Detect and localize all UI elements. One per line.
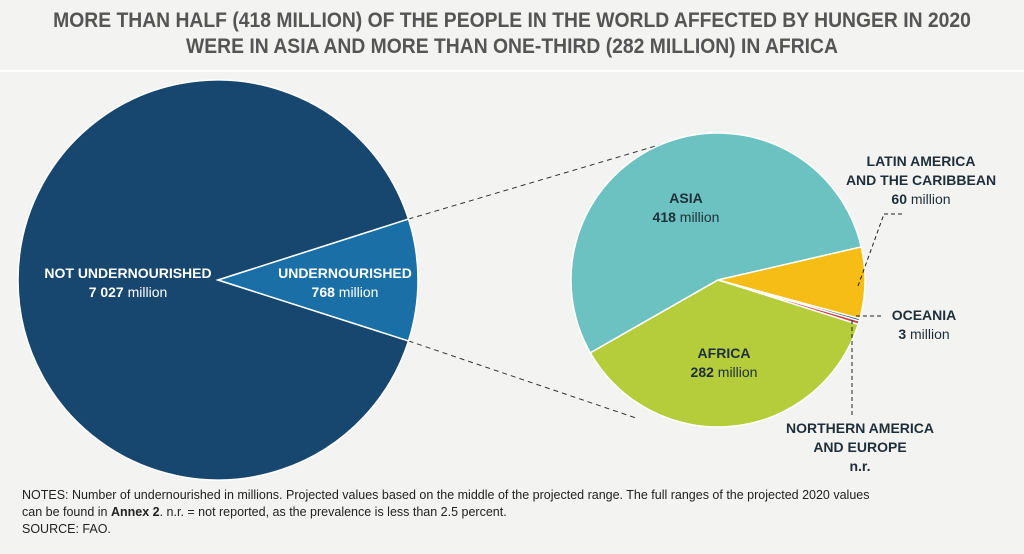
slice-labels: NOT UNDERNOURISHED 7 027 million UNDERNOUR… (44, 153, 996, 474)
title-divider (0, 70, 1024, 72)
chart-notes: NOTES: Number of undernourished in milli… (22, 487, 1012, 538)
pie-slice-asia (570, 132, 863, 354)
pie-slice-africa (589, 279, 860, 428)
label-asia: ASIA 418 million (653, 190, 720, 225)
notes-line-2-pre: can be found in (22, 505, 111, 519)
notes-source: SOURCE: FAO. (22, 522, 111, 536)
notes-line-1: NOTES: Number of undernourished in milli… (22, 488, 870, 502)
connector-line-bottom (408, 340, 637, 419)
regional-pie (570, 132, 866, 428)
notes-line-2: can be found in Annex 2. n.r. = not repo… (22, 504, 1012, 521)
notes-line-2-post: . n.r. = not reported, as the prevalence… (159, 505, 507, 519)
main-pie (17, 79, 419, 481)
label-northern-america: NORTHERN AMERICA AND EUROPE n.r. (786, 420, 934, 474)
leader-lines (851, 213, 904, 418)
connector-line-top (408, 139, 677, 220)
label-africa: AFRICA 282 million (691, 345, 758, 380)
title-line-2: WERE IN ASIA AND MORE THAN ONE-THIRD (28… (186, 35, 838, 58)
label-undernourished: UNDERNOURISHED 768 million (278, 265, 412, 300)
label-not-undernourished: NOT UNDERNOURISHED 7 027 million (44, 265, 211, 300)
title-line-1: MORE THAN HALF (418 MILLION) OF THE PEOP… (53, 9, 971, 32)
label-latin-america: LATIN AMERICA AND THE CARIBBEAN 60 million (846, 153, 996, 207)
leader-latin-america (857, 213, 885, 287)
chart-title: MORE THAN HALF (418 MILLION) OF THE PEOP… (41, 8, 983, 60)
notes-annex-ref: Annex 2 (110, 505, 160, 519)
connector-lines (408, 139, 677, 419)
pie-slice-undernourished (215, 218, 419, 342)
pie-slice-not-undernourished (17, 79, 410, 481)
label-oceania: OCEANIA 3 million (892, 307, 957, 342)
